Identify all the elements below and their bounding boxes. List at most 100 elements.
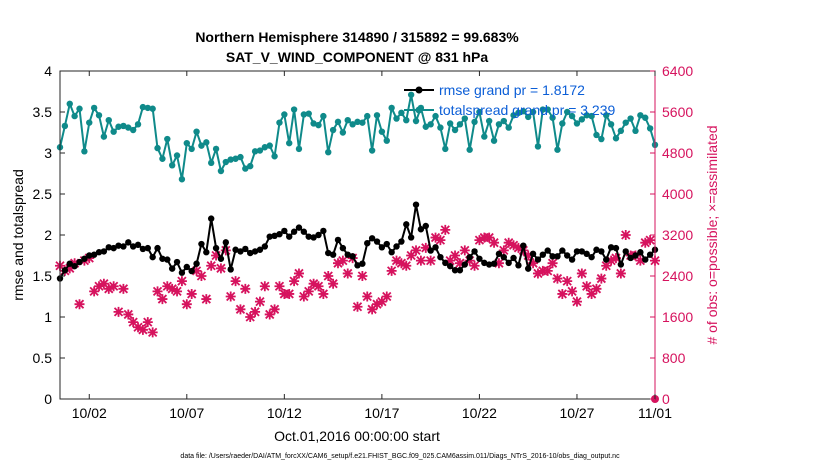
totalspread-point	[134, 121, 142, 128]
totalspread-point	[110, 128, 117, 135]
totalspread-point	[510, 112, 517, 119]
totalspread-point	[564, 108, 571, 116]
totalspread-point	[412, 117, 420, 125]
rmse-point	[403, 221, 410, 228]
obs-assimilated-point	[640, 237, 651, 248]
data-file-footnote: data file: /Users/raeder/DAI/ATM_forcXX/…	[180, 453, 620, 460]
totalspread-point	[349, 121, 356, 128]
obs-assimilated-point	[552, 273, 563, 284]
y-right-tick-label: 2400	[662, 268, 693, 284]
axes-layer: 0 0.5 1 1.5 2 2.5 3 3.5 4 0 800 1600 2400 3200 4000 480…	[33, 63, 694, 421]
rmse-point	[212, 244, 220, 252]
totalspread-point	[212, 145, 220, 153]
obs-assimilated-point	[610, 253, 621, 264]
totalspread-point	[637, 112, 644, 119]
totalspread-point	[622, 119, 629, 126]
x-tick-label: 10/17	[364, 405, 399, 421]
obs-assimilated-point	[284, 288, 295, 299]
obs-assimilated-point	[454, 258, 465, 269]
rmse-point	[276, 230, 283, 238]
legend-spread-label: totalspread grand pr = 3.239	[439, 102, 616, 118]
rmse-point	[456, 267, 464, 274]
totalspread-point	[373, 112, 381, 119]
totalspread-point	[281, 111, 288, 118]
totalspread-point	[573, 120, 581, 127]
rmse-point	[510, 254, 517, 262]
obs-assimilated-point	[89, 286, 100, 297]
totalspread-point	[393, 115, 400, 122]
obs-assimilated-point	[293, 268, 304, 279]
y-left-tick-label: 4	[44, 63, 52, 79]
obs-assimilated-point	[162, 281, 173, 292]
y-left-tick-label: 3	[44, 145, 52, 161]
obs-assimilated-point	[508, 240, 519, 251]
rmse-point	[339, 244, 347, 252]
totalspread-point	[549, 114, 556, 121]
obs-assimilated-point	[64, 263, 75, 274]
totalspread-point	[129, 126, 137, 134]
totalspread-point	[534, 143, 542, 150]
rmse-point	[378, 244, 386, 251]
totalspread-point	[446, 120, 454, 127]
rmse-point	[612, 244, 620, 252]
rmse-point	[281, 227, 288, 235]
totalspread-point	[593, 131, 600, 139]
totalspread-point	[242, 165, 249, 172]
totalspread-point	[466, 146, 473, 153]
rmse-point	[247, 249, 254, 257]
obs-assimilated-point	[172, 286, 183, 297]
rmse-point	[427, 247, 434, 254]
totalspread-point	[495, 121, 503, 128]
obs-assimilated-point	[645, 235, 656, 246]
rmse-point	[237, 248, 244, 255]
obs-assimilated-point	[489, 237, 500, 248]
obs-assimilated-point	[401, 260, 412, 271]
obs-assimilated-point	[94, 281, 105, 292]
rmse-point	[554, 253, 561, 260]
rmse-point	[383, 240, 390, 248]
totalspread-point	[520, 107, 527, 115]
obs-assimilated-point	[420, 242, 431, 253]
obs-assimilated-point	[601, 260, 612, 271]
rmse-point	[110, 244, 117, 252]
totalspread-point	[485, 117, 493, 125]
rmse-point	[393, 243, 400, 250]
obs-assimilated-point	[215, 263, 226, 274]
rmse-point	[564, 252, 571, 259]
totalspread-point	[481, 133, 488, 140]
rmse-point	[251, 248, 259, 255]
totalspread-point	[193, 128, 200, 135]
obs-assimilated-point	[484, 232, 495, 243]
totalspread-point	[427, 121, 434, 128]
rmse-point	[471, 248, 478, 255]
rmse-point	[407, 234, 415, 241]
totalspread-point	[276, 119, 283, 126]
x-tick-label: 10/02	[72, 405, 107, 421]
rmse-point	[349, 253, 356, 260]
obs-assimilated-point	[103, 283, 114, 294]
totalspread-point	[646, 125, 654, 132]
totalspread-point	[515, 109, 522, 117]
y-right-tick-label: 800	[662, 350, 686, 366]
rmse-point	[505, 259, 512, 267]
obs-assimilated-point	[254, 296, 265, 307]
rmse-point	[568, 256, 576, 263]
rmse-point	[256, 246, 264, 253]
rmse-point	[359, 260, 366, 267]
rmse-point	[446, 262, 454, 270]
y-left-tick-label: 0.5	[33, 350, 53, 366]
totalspread-point	[271, 153, 278, 160]
obs-assimilated-point	[191, 265, 202, 276]
y-left-tick-label: 2	[44, 227, 52, 243]
totalspread-point	[334, 118, 342, 126]
rmse-point	[578, 248, 586, 255]
totalspread-point	[261, 144, 269, 151]
totalspread-point	[407, 91, 415, 98]
obs-assimilated-point	[259, 281, 270, 292]
obs-assimilated-point	[620, 230, 631, 240]
totalspread-point	[217, 167, 225, 175]
rmse-point	[144, 244, 151, 252]
rmse-point	[490, 260, 498, 267]
totalspread-point	[437, 124, 444, 131]
obs-assimilated-point	[440, 224, 451, 235]
